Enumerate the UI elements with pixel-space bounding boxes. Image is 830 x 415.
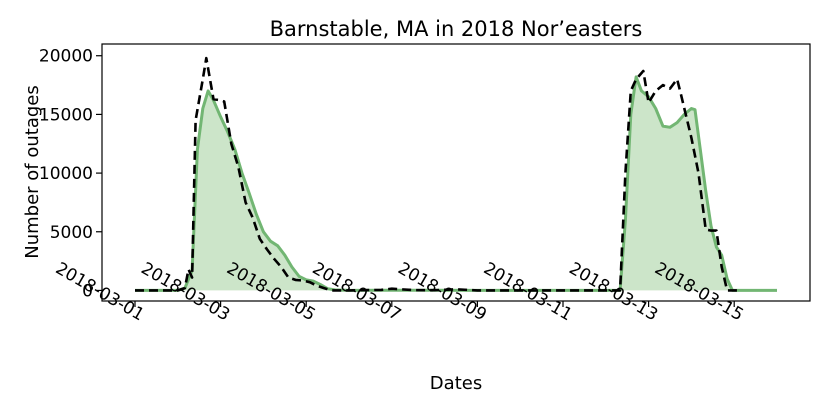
series-area-fill [135, 76, 777, 291]
y-axis-ticks: 0 5000 10000 15000 20000 [39, 47, 102, 301]
y-tick-label: 20000 [39, 47, 93, 67]
y-tick-label: 15000 [39, 105, 93, 125]
x-tick-label: 2018-03-01 [52, 259, 148, 326]
series-dashed-line [135, 56, 738, 292]
y-tick-label: 0 [82, 281, 93, 301]
chart-title: Barnstable, MA in 2018 Nor’easters [270, 17, 643, 41]
plot-area [135, 56, 777, 292]
x-axis-label: Dates [430, 373, 482, 394]
y-axis-label: Number of outages [22, 85, 43, 259]
y-tick-label: 10000 [39, 164, 93, 184]
x-tick-label: 2018-03-07 [309, 259, 405, 326]
x-tick-label: 2018-03-11 [480, 259, 576, 326]
plot-frame [101, 43, 811, 302]
y-tick-label: 5000 [50, 223, 93, 243]
x-tick-label: 2018-03-09 [394, 259, 490, 326]
